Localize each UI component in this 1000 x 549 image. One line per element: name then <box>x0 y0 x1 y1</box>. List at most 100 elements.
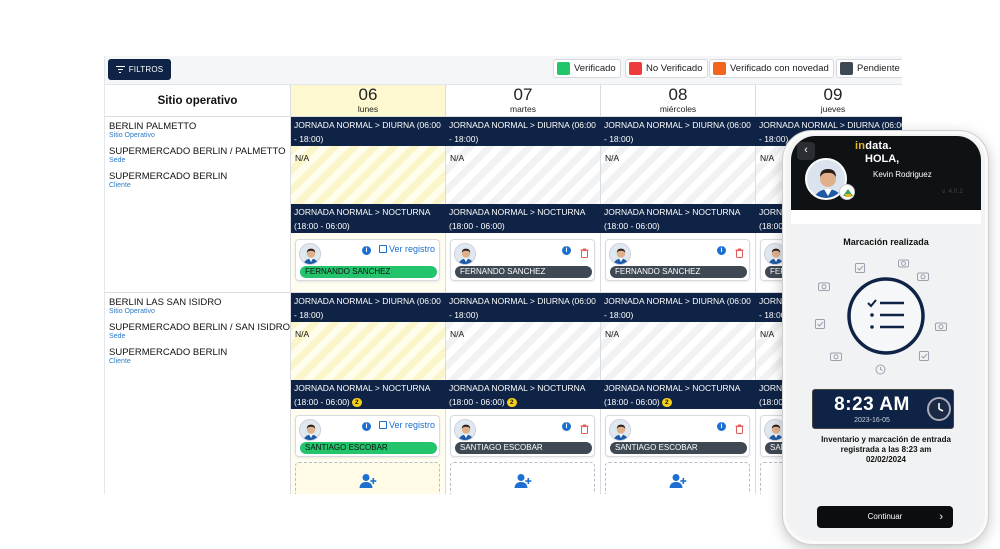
continue-button[interactable]: Continuar › <box>817 506 953 528</box>
day-number: 06 <box>358 85 378 104</box>
shift-bar-night[interactable]: JORNADA NORMAL > NOCTURNA (18:00 - 06:00… <box>291 204 446 233</box>
worker-avatar <box>609 419 631 441</box>
trash-icon[interactable] <box>735 421 744 434</box>
info-icon[interactable]: i <box>717 246 726 255</box>
day-header-09[interactable]: 09 jueves <box>756 85 902 117</box>
legend-label: No Verificado <box>646 63 703 74</box>
shift-bar-day[interactable]: JORNADA NORMAL > DIURNA (06:00 - 18:00) <box>446 117 601 146</box>
badge-shape <box>843 189 853 197</box>
info-icon[interactable]: i <box>717 422 726 431</box>
site-cliente: SUPERMERCADO BERLIN Cliente <box>109 347 286 366</box>
avatar-image <box>765 420 785 440</box>
greeting: HOLA, <box>865 153 900 165</box>
worker-avatar <box>299 243 321 265</box>
brand-logo-in: in <box>855 140 866 152</box>
site-subtitle: Sede <box>109 333 126 340</box>
avatar-image <box>610 244 630 264</box>
filters-button[interactable]: FILTROS <box>108 59 171 80</box>
legend-not-verified: No Verificado <box>625 59 708 78</box>
clock-date: 2023-16-05 <box>854 417 890 424</box>
info-icon[interactable]: i <box>362 422 371 431</box>
day-header-06[interactable]: 06 lunes <box>291 85 446 117</box>
toolbar: FILTROS Verificado No Verificado Verific… <box>105 56 902 85</box>
shift-bar-night[interactable]: JORNADA NORMAL > NOCTURNA (18:00 - 06:00… <box>601 380 756 409</box>
shift-bar-night[interactable]: JORNADA NORMAL > NOCTURNA (18:00 - 06:00… <box>446 380 601 409</box>
worker-card[interactable]: i FERNANDO SANCHEZ <box>605 239 750 281</box>
clock-icon <box>927 397 951 421</box>
shift-bar-label: JORNADA NORMAL > NOCTURNA (18:00 - 06:00… <box>294 383 430 407</box>
day-header-07[interactable]: 07 martes <box>446 85 601 117</box>
trash-icon[interactable] <box>580 245 589 258</box>
camera-icon <box>830 352 842 361</box>
avatar-image <box>610 420 630 440</box>
legend-verified-with-issue: Verificado con novedad <box>709 59 834 78</box>
camera-icon <box>818 282 830 291</box>
worker-avatar <box>609 243 631 265</box>
shift-bar-day[interactable]: JORNADA NORMAL > DIURNA (06:00 - 18:00) <box>291 293 446 322</box>
shift-bar-day[interactable]: JORNADA NORMAL > DIURNA (06:00 - 18:00) <box>601 117 756 146</box>
day-name: miércoles <box>659 104 697 114</box>
badge-icon <box>839 184 855 200</box>
shift-bar-day[interactable]: JORNADA NORMAL > DIURNA (06:00 - 18:00) <box>446 293 601 322</box>
brand-logo: indata. <box>855 140 892 152</box>
shift-bar-label: JORNADA NORMAL > NOCTURNA (18:00 - 06:00… <box>604 207 740 231</box>
add-worker-slot[interactable] <box>605 462 750 494</box>
shift-bar-day[interactable]: JORNADA NORMAL > DIURNA (06:00 - 18:00) <box>601 293 756 322</box>
shift-bar-night[interactable]: JORNADA NORMAL > NOCTURNA (18:00 - 06:00… <box>291 380 446 409</box>
shift-bar-night[interactable]: JORNADA NORMAL > NOCTURNA (18:00 - 06:00… <box>446 204 601 233</box>
trash-icon[interactable] <box>580 421 589 434</box>
avatar-image <box>765 244 785 264</box>
na-label: N/A <box>760 329 775 339</box>
back-button[interactable]: ‹ <box>797 142 815 160</box>
legend-swatch-pending <box>840 62 853 75</box>
site-subtitle: Sitio Operativo <box>109 132 155 139</box>
filter-icon <box>115 66 125 73</box>
schedule-grid: Sitio operativo 06 lunes 07 martes 08 mi… <box>105 85 902 494</box>
view-record-link[interactable]: Ver registro <box>379 420 435 430</box>
check-icon <box>855 263 865 273</box>
legend-swatch-verified-with-issue <box>713 62 726 75</box>
worker-avatar <box>764 419 786 441</box>
legend-label: Pendiente V <box>857 63 902 74</box>
shift-bar-day[interactable]: JORNADA NORMAL > DIURNA (06:00 - 18:00) <box>291 117 446 146</box>
worker-card[interactable]: i SANTIAGO ESCOBAR <box>605 415 750 457</box>
info-icon[interactable]: i <box>562 422 571 431</box>
site-title: SUPERMERCADO BERLIN <box>109 347 228 358</box>
shift-bar-label: JORNADA NORMAL > NOCTURNA (18:00 - 06:00… <box>449 383 585 407</box>
camera-icon <box>935 322 947 331</box>
timer-icon <box>875 364 886 375</box>
add-worker-slot[interactable] <box>450 462 595 494</box>
avatar-image <box>455 244 475 264</box>
info-icon[interactable]: i <box>562 246 571 255</box>
na-label: N/A <box>295 153 310 163</box>
schedule-panel: FILTROS Verificado No Verificado Verific… <box>104 56 902 494</box>
site-operativo: BERLIN PALMETTO Sitio Operativo <box>109 121 286 140</box>
worker-card[interactable]: i Ver registro FERNANDO SANCHEZ <box>295 239 440 281</box>
view-record-link[interactable]: Ver registro <box>379 244 435 254</box>
shift-bar-night[interactable]: JORNADA NORMAL > NOCTURNA (18:00 - 06:00… <box>601 204 756 233</box>
brand-logo-rest: data. <box>865 140 892 152</box>
message-line: Inventario y marcación de entrada <box>821 435 951 444</box>
add-user-icon <box>669 473 687 494</box>
day-header-08[interactable]: 08 miércoles <box>601 85 756 117</box>
site-column-header: Sitio operativo <box>105 85 291 117</box>
worker-card[interactable]: i FERNANDO SANCHEZ <box>450 239 595 281</box>
gallery-icon <box>379 421 387 429</box>
na-block <box>291 322 445 380</box>
site-sede: SUPERMERCADO BERLIN / SAN ISIDRO Sede <box>109 322 290 341</box>
worker-card[interactable]: i Ver registro SANTIAGO ESCOBAR <box>295 415 440 457</box>
worker-card[interactable]: i SANTIAGO ESCOBAR <box>450 415 595 457</box>
confirmation-message: Inventario y marcación de entrada regist… <box>791 435 981 465</box>
count-badge: 2 <box>661 398 672 408</box>
na-block <box>601 146 755 204</box>
worker-avatar <box>454 243 476 265</box>
day-number: 07 <box>513 85 533 104</box>
site-cell-row-1: BERLIN PALMETTO Sitio Operativo SUPERMERC… <box>105 117 291 293</box>
trash-icon[interactable] <box>735 245 744 258</box>
shift-bar-label: JORNADA NORMAL > NOCTURNA (18:00 - 06:00… <box>294 207 430 231</box>
info-icon[interactable]: i <box>362 246 371 255</box>
camera-icon <box>898 259 909 268</box>
add-worker-slot[interactable] <box>295 462 440 494</box>
clock-time: 8:23 AM <box>834 394 910 415</box>
